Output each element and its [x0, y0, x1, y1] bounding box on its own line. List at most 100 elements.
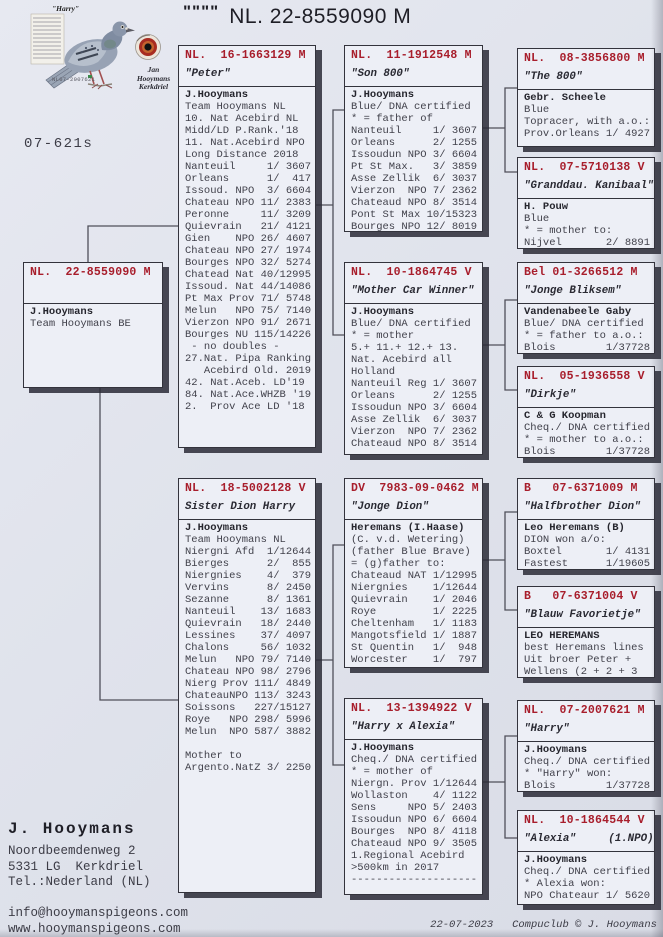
box-granddau-name: "Granddau. Kanibaal": [518, 180, 654, 199]
box-harryxalexia-details: Cheq./ DNA certified * = mother of Nierg…: [351, 754, 478, 886]
box-mother-car-winner: NL. 10-1864745 V "Mother Car Winner" J.H…: [344, 262, 483, 455]
box-son800-name: "Son 800": [345, 68, 482, 87]
box-alexia-name: "Alexia" (1.NPO): [518, 833, 654, 852]
loft-note: 07-621s: [24, 136, 94, 152]
box-mothercar-owner: J.Hooymans: [351, 306, 415, 318]
box-dam-sister-dion-harry: NL. 18-5002128 V Sister Dion Harry J.Hoo…: [178, 478, 316, 893]
box-granddau-details: Blue * = mother to: Nijvel 2/ 8891: [524, 213, 651, 249]
box-son800-owner: J.Hooymans: [351, 89, 415, 101]
box-the800-details: Blue Topracer, with a.o.: Prov.Orleans 1…: [524, 104, 651, 140]
connector-harryxalexia-parents: [483, 735, 517, 839]
box-mothercar-details: Blue/ DNA certified * = mother 5.+ 11.+ …: [351, 318, 478, 450]
box-dirkje: NL. 05-1936558 V "Dirkje" C & G Koopman …: [517, 366, 655, 458]
box-bliksem-details: Blue/ DNA certified * = father to a.o.: …: [524, 318, 651, 354]
box-the800-owner: Gebr. Scheele: [524, 92, 606, 104]
box-son800-details: Blue/ DNA certified * = father of Nanteu…: [351, 101, 478, 232]
box-subject-owner: J.Hooymans: [30, 306, 94, 318]
box-sire-peter: NL. 16-1663129 M "Peter" J.Hooymans Team…: [178, 45, 316, 448]
contact-name: J. Hooymans: [8, 820, 136, 838]
box-the800-name: "The 800": [518, 71, 654, 90]
box-dirkje-details: Cheq./ DNA certified * = mother to a.o.:…: [524, 422, 651, 458]
box-mothercar-ring: NL. 10-1864745 V: [351, 266, 472, 279]
box-blauw-details: best Heremans lines Uit broer Peter + We…: [524, 642, 644, 678]
box-peter-name: "Peter": [179, 68, 315, 87]
box-blauw-name: "Blauw Favorietje": [518, 609, 654, 628]
box-bliksem-ring: Bel 01-3266512 M: [524, 266, 638, 279]
box-harryxalexia-name: "Harry x Alexia": [345, 721, 482, 740]
box-jongedion-name: "Jonge Dion": [345, 501, 482, 520]
page-title: """" NL. 22-8559090 M: [183, 2, 411, 29]
box-dirkje-name: "Dirkje": [518, 389, 654, 408]
box-bliksem-name: "Jonge Bliksem": [518, 285, 654, 304]
box-sister-ring: NL. 18-5002128 V: [185, 482, 306, 495]
box-son800: NL. 11-1912548 M "Son 800" J.Hooymans Bl…: [344, 45, 483, 232]
pigeon-name-caption: "Harry": [52, 4, 80, 13]
footer-date: 22-07-2023: [430, 919, 494, 931]
box-peter-details: Team Hooymans NL 10. Nat Acebird NL Midd…: [185, 101, 312, 413]
footer-credit: Compuclub © J. Hooymans: [512, 919, 657, 931]
box-jongedion-details: (C. v.d. Wetering) (father Blue Brave) =…: [351, 534, 478, 666]
box-jongedion-ring: DV 7983-09-0462 M: [351, 482, 479, 495]
connector-subject-sire: [87, 225, 178, 262]
box-subject-ring: NL. 22-8559090 M: [30, 266, 151, 279]
pigeon-photo: "Harry": [28, 4, 176, 112]
box-granddau-owner: H. Pouw: [524, 201, 569, 213]
box-the800: NL. 08-3856800 M "The 800" Gebr. Scheele…: [517, 48, 655, 147]
pigeon-illustration: [30, 13, 161, 90]
box-bliksem-owner: Vandenabeele Gaby: [524, 306, 632, 318]
box-sister-owner: J.Hooymans: [185, 522, 249, 534]
box-the800-ring: NL. 08-3856800 M: [524, 52, 645, 65]
box-jonge-bliksem: Bel 01-3266512 M "Jonge Bliksem" Vandena…: [517, 262, 655, 354]
contact-details: Noordbeemdenweg 2 5331 LG Kerkdriel Tel.…: [8, 844, 189, 936]
title-ring-marks: """": [183, 2, 220, 21]
box-alexia-owner: J.Hooymans: [524, 854, 588, 866]
box-halfbrother-name: "Halfbrother Dion": [518, 501, 654, 520]
box-subject-name: [24, 285, 162, 304]
box-harryxalexia-ring: NL. 13-1394922 V: [351, 702, 472, 715]
box-harry-name: "Harry": [518, 723, 654, 742]
footer: 22-07-2023 Compuclub © J. Hooymans: [430, 919, 657, 931]
box-harry-ring: NL. 07-2007621 M: [524, 704, 645, 717]
pigeon-figure: [45, 21, 135, 90]
box-sister-name: Sister Dion Harry: [179, 501, 315, 520]
connector-jongedion-parents: [483, 511, 517, 611]
photo-ring-caption: NL07-2007621: [52, 76, 96, 83]
box-son800-ring: NL. 11-1912548 M: [351, 49, 472, 62]
contact-block: J. Hooymans Noordbeemdenweg 2 5331 LG Ke…: [8, 820, 188, 937]
box-alexia-details: Cheq./ DNA certified * Alexia won: NPO C…: [524, 866, 651, 902]
box-harry: NL. 07-2007621 M "Harry" J.Hooymans Cheq…: [517, 700, 655, 792]
connector-sire-grandparents: [316, 109, 344, 336]
connector-subject-dam: [99, 388, 178, 701]
box-subject: NL. 22-8559090 M J.Hooymans Team Hooyman…: [23, 262, 163, 388]
box-alexia-ring: NL. 10-1864544 V: [524, 814, 645, 827]
title-ring-number: NL. 22-8559090 M: [229, 5, 412, 28]
connector-son800-parents: [483, 87, 517, 173]
box-granddau-ring: NL. 07-5710138 V: [524, 161, 645, 174]
connector-dam-grandparents: [316, 544, 344, 766]
box-peter-owner: J.Hooymans: [185, 89, 249, 101]
box-blauw-owner: LEO HEREMANS: [524, 630, 600, 642]
box-subject-details: Team Hooymans BE: [30, 318, 131, 330]
box-jongedion-owner: Heremans (I.Haase): [351, 522, 465, 534]
box-alexia: NL. 10-1864544 V "Alexia" (1.NPO) J.Hooy…: [517, 810, 655, 905]
results-thumbnail: [30, 13, 65, 65]
pigeon-eye-closeup: [135, 34, 161, 60]
box-harry-x-alexia: NL. 13-1394922 V "Harry x Alexia" J.Hooy…: [344, 698, 483, 895]
box-peter-ring: NL. 16-1663129 M: [185, 49, 306, 62]
box-blauw-ring: B 07-6371004 V: [524, 590, 638, 603]
box-halfbrother-details: DION won a/o: Boxtel 1/ 4131 Fastest 1/1…: [524, 534, 651, 570]
box-harry-details: Cheq./ DNA certified * "Harry" won: Bloi…: [524, 756, 651, 792]
box-halfbrother-owner: Leo Heremans (B): [524, 522, 625, 534]
box-granddau-kanibaal: NL. 07-5710138 V "Granddau. Kanibaal" H.…: [517, 157, 655, 249]
box-dirkje-owner: C & G Koopman: [524, 410, 606, 422]
connector-mothercar-parents: [483, 299, 517, 391]
box-jonge-dion: DV 7983-09-0462 M "Jonge Dion" Heremans …: [344, 478, 483, 668]
box-harryxalexia-owner: J.Hooymans: [351, 742, 415, 754]
box-halfbrother-ring: B 07-6371009 M: [524, 482, 638, 495]
box-sister-details: Team Hooymans NL Niergni Afd 1/12644 Bie…: [185, 534, 312, 774]
box-harry-owner: J.Hooymans: [524, 744, 588, 756]
breeder-caption: Jan Hooymans Kerkdriel: [136, 65, 171, 91]
box-halfbrother-dion: B 07-6371009 M "Halfbrother Dion" Leo He…: [517, 478, 655, 570]
box-mothercar-name: "Mother Car Winner": [345, 285, 482, 304]
box-blauw-favorietje: B 07-6371004 V "Blauw Favorietje" LEO HE…: [517, 586, 655, 678]
